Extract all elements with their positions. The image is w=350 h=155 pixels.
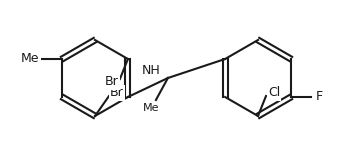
Text: Cl: Cl — [268, 86, 280, 100]
Text: Me: Me — [21, 53, 39, 66]
Text: NH: NH — [141, 64, 160, 78]
Text: Me: Me — [143, 103, 159, 113]
Text: Br: Br — [110, 86, 124, 100]
Text: F: F — [315, 91, 322, 104]
Text: Br: Br — [105, 75, 119, 89]
